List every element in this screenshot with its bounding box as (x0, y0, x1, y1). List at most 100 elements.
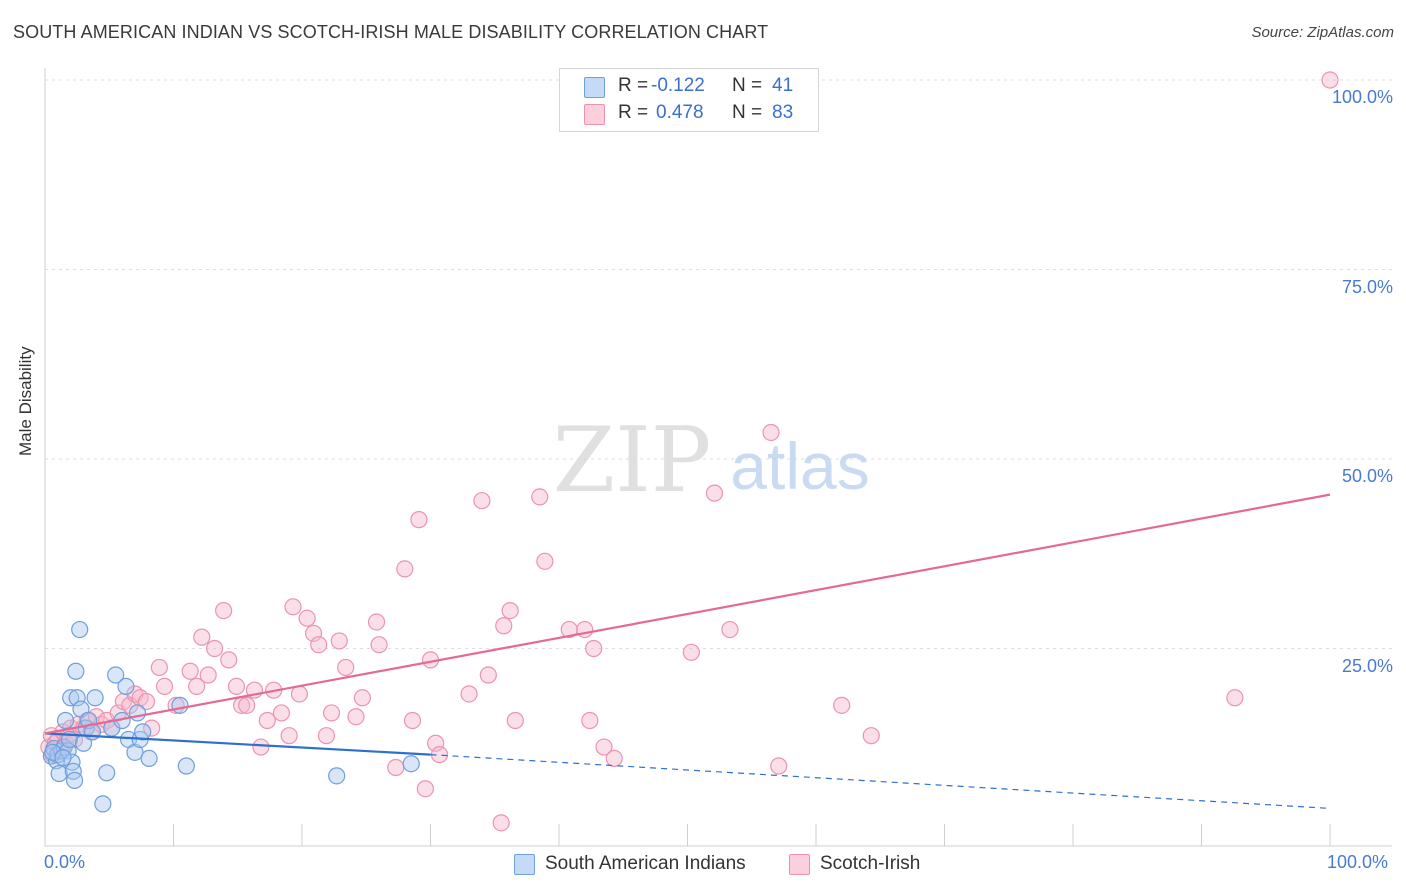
point-scotch-irish (862, 727, 880, 745)
correlation-legend: R = -0.122 N = 41 R = 0.478 N = 83 (559, 68, 819, 132)
series-legend-south-american-indians: South American Indians (514, 851, 746, 877)
point-south-american-indian (140, 749, 158, 768)
point-scotch-irish (188, 677, 206, 696)
point-scotch-irish (682, 643, 700, 661)
point-scotch-irish (290, 685, 309, 703)
trend-line-south-american-indians (44, 732, 431, 756)
point-scotch-irish (705, 484, 724, 502)
grid-layer (45, 79, 1392, 649)
point-scotch-irish (416, 780, 434, 798)
point-scotch-irish (410, 511, 428, 529)
point-south-american-indian (68, 689, 86, 707)
trend-line-scotch-irish (44, 493, 1331, 735)
legend-n-label: N = (732, 75, 763, 96)
series-label: Scotch-Irish (820, 853, 921, 874)
point-scotch-irish (258, 711, 276, 730)
point-scotch-irish (605, 749, 623, 768)
legend-swatch-blue (584, 77, 605, 98)
point-scotch-irish (206, 639, 224, 658)
point-scotch-irish (220, 651, 238, 669)
point-scotch-irish (215, 601, 233, 620)
point-scotch-irish (143, 719, 161, 737)
point-scotch-irish (181, 662, 199, 680)
point-scotch-irish (387, 758, 405, 777)
legend-n-value: 41 (772, 75, 794, 96)
point-scotch-irish (536, 552, 554, 570)
point-scotch-irish (310, 636, 328, 654)
trend-layer (44, 493, 1331, 810)
point-scotch-irish (199, 666, 217, 684)
point-south-american-indian (62, 689, 80, 707)
point-south-american-indian (65, 771, 84, 789)
legend-r-label: R = (618, 75, 649, 96)
point-south-american-indian (177, 757, 195, 775)
point-scotch-irish (238, 696, 256, 714)
point-scotch-irish (427, 734, 445, 752)
point-south-american-indian (98, 764, 116, 782)
point-scotch-irish (284, 598, 302, 616)
point-south-american-indian (126, 743, 144, 761)
point-scotch-irish (155, 677, 174, 696)
x-tick-label-min: 0.0% (44, 852, 86, 872)
point-south-american-indian (67, 662, 85, 680)
point-south-american-indian (56, 711, 75, 730)
point-scotch-irish (581, 711, 599, 730)
point-scotch-irish (137, 692, 156, 711)
point-scotch-irish (252, 738, 270, 756)
point-scotch-irish (193, 628, 211, 646)
trend-line-south-american-indians-extrapolated (430, 754, 1331, 810)
legend-n-value: 83 (772, 102, 794, 123)
point-scotch-irish (473, 492, 491, 510)
point-scotch-irish (721, 620, 739, 639)
point-scotch-irish (370, 636, 388, 654)
chart-title: SOUTH AMERICAN INDIAN VS SCOTCH-IRISH MA… (13, 22, 769, 42)
point-south-american-indian (94, 795, 112, 813)
point-scotch-irish (280, 727, 298, 745)
legend-swatch-pink (584, 104, 605, 125)
point-scotch-irish (353, 689, 371, 707)
series-legend-scotch-irish: Scotch-Irish (789, 851, 920, 877)
point-scotch-irish (330, 632, 348, 650)
watermark-zip: ZIP (553, 408, 712, 513)
y-tick-label: 50.0% (1341, 466, 1393, 486)
point-scotch-irish (762, 423, 780, 442)
x-tick-label-max: 100.0% (1327, 852, 1389, 872)
point-south-american-indian (44, 743, 62, 761)
points-layer (40, 71, 1339, 832)
point-scotch-irish (492, 814, 510, 832)
point-scotch-irish (460, 685, 478, 703)
y-tick-label: 100.0% (1331, 87, 1393, 107)
point-scotch-irish (495, 617, 513, 635)
legend-r-value: -0.122 (651, 75, 705, 96)
axes-layer (44, 68, 1392, 847)
point-scotch-irish (227, 677, 246, 696)
point-south-american-indian (50, 764, 68, 783)
point-south-american-indian (117, 677, 135, 696)
point-south-american-indian (328, 767, 346, 785)
point-scotch-irish (833, 696, 851, 714)
legend-r-label: R = (618, 102, 649, 123)
point-scotch-irish (531, 488, 549, 506)
point-south-american-indian (134, 723, 152, 741)
point-south-american-indian (128, 704, 147, 722)
point-south-american-indian (71, 620, 89, 639)
point-south-american-indian (64, 762, 82, 780)
point-scotch-irish (396, 560, 414, 578)
point-scotch-irish (322, 704, 341, 722)
point-scotch-irish (367, 613, 386, 631)
point-south-american-indian (86, 689, 104, 707)
y-axis-label: Male Disability (16, 346, 35, 456)
point-scotch-irish (347, 708, 365, 726)
point-south-american-indian (107, 666, 125, 684)
series-swatch-blue (514, 853, 535, 875)
point-scotch-irish (770, 757, 788, 775)
point-scotch-irish (1321, 71, 1339, 89)
source-label: Source: ZipAtlas.com (1251, 24, 1394, 41)
y-tick-label: 25.0% (1341, 655, 1393, 676)
series-label: South American Indians (545, 853, 746, 874)
legend-r-value: 0.478 (656, 102, 704, 123)
y-tick-label: 75.0% (1341, 276, 1393, 297)
point-scotch-irish (1226, 689, 1244, 707)
point-scotch-irish (272, 704, 291, 722)
